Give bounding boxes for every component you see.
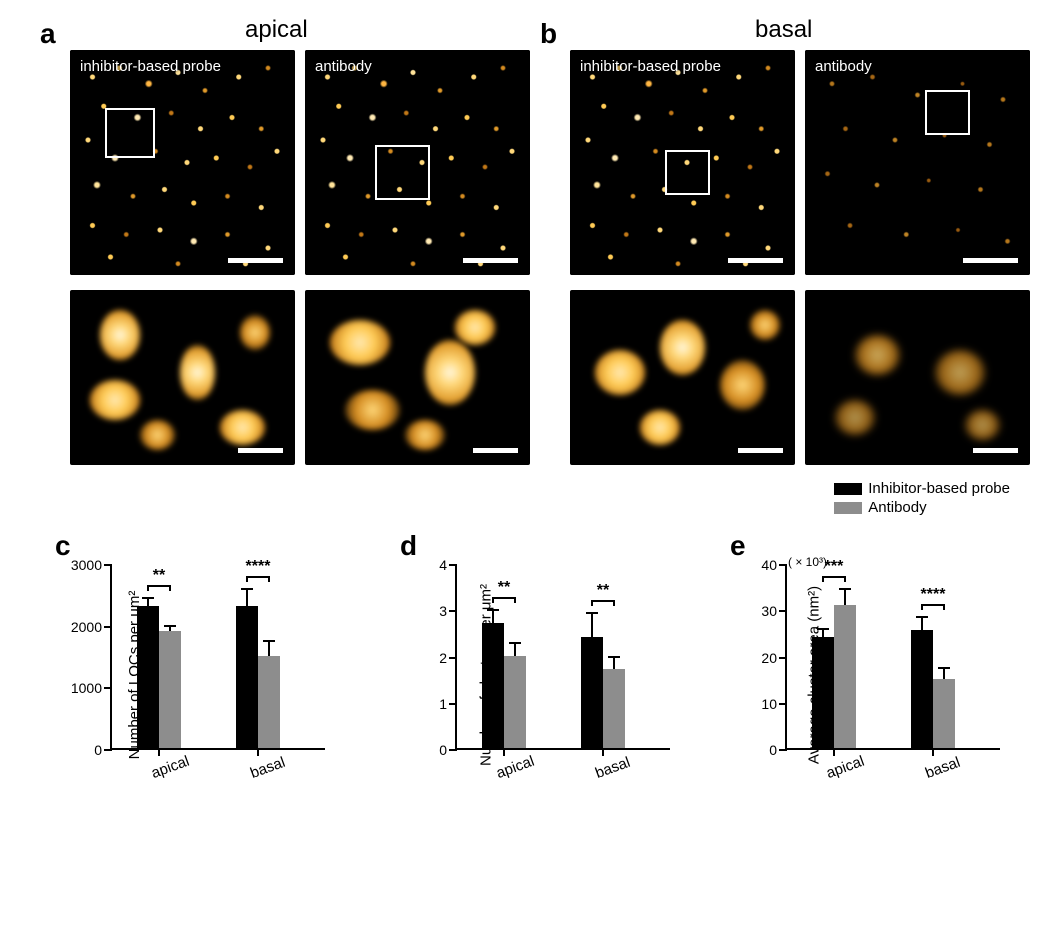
- bar: [834, 605, 856, 748]
- zoom-basal-antibody: [805, 290, 1030, 465]
- scalebar: [973, 448, 1018, 453]
- bar: [603, 669, 625, 748]
- significance-label: **: [498, 579, 510, 597]
- x-category-label: basal: [923, 754, 963, 782]
- legend-swatch-probe: [834, 483, 862, 495]
- ytick-label: 10: [761, 696, 787, 712]
- significance-label: ***: [825, 558, 844, 576]
- scalebar: [463, 258, 518, 263]
- bar: [258, 656, 280, 749]
- legend: Inhibitor-based probe Antibody: [834, 480, 1010, 518]
- micro-row-top: inhibitor-based probe antibody inhibitor…: [70, 50, 1030, 275]
- ytick-label: 40: [761, 557, 787, 573]
- scalebar: [738, 448, 783, 453]
- panel-label-a: a: [40, 18, 56, 50]
- micro-label: antibody: [315, 58, 372, 75]
- ytick-label: 0: [769, 742, 787, 758]
- roi-box: [105, 108, 155, 158]
- roi-box: [375, 145, 430, 200]
- micro-basal-antibody: antibody: [805, 50, 1030, 275]
- y-axis-label: Average cluster area (nm²): [806, 586, 823, 764]
- bar: [504, 656, 526, 749]
- micro-basal-probe: inhibitor-based probe: [570, 50, 795, 275]
- significance-label: ****: [921, 586, 946, 604]
- scalebar: [238, 448, 283, 453]
- zoom-apical-probe: [70, 290, 295, 465]
- ytick-label: 3000: [71, 557, 112, 573]
- micro-apical-probe: inhibitor-based probe: [70, 50, 295, 275]
- zoom-apical-antibody: [305, 290, 530, 465]
- x-category-label: apical: [824, 753, 867, 782]
- bar: [933, 679, 955, 748]
- chart-c: 0100020003000apicalbasal******Number of …: [55, 555, 335, 795]
- micro-label: inhibitor-based probe: [80, 58, 221, 75]
- ytick-label: 20: [761, 650, 787, 666]
- ytick-label: 1: [439, 696, 457, 712]
- ytick-label: 0: [439, 742, 457, 758]
- micro-label: antibody: [815, 58, 872, 75]
- legend-row-probe: Inhibitor-based probe: [834, 480, 1010, 497]
- significance-label: **: [597, 582, 609, 600]
- ytick-label: 0: [94, 742, 112, 758]
- scalebar: [963, 258, 1018, 263]
- figure-root: a b apical basal inhibitor-based probe a…: [0, 0, 1050, 941]
- section-title-basal: basal: [755, 16, 812, 44]
- chart-e: 010203040apicalbasal*******Average clust…: [730, 555, 1010, 795]
- legend-row-antibody: Antibody: [834, 499, 1010, 516]
- bar: [159, 631, 181, 748]
- roi-box: [665, 150, 710, 195]
- y-axis-label: Number of clusters per μm²: [478, 584, 495, 766]
- scalebar: [228, 258, 283, 263]
- significance-label: **: [153, 567, 165, 585]
- bar: [581, 637, 603, 748]
- bar: [236, 606, 258, 748]
- roi-box: [925, 90, 970, 135]
- x-category-label: basal: [593, 754, 633, 782]
- scalebar: [728, 258, 783, 263]
- ytick-label: 2000: [71, 619, 112, 635]
- micro-row-zoom: [70, 290, 1030, 465]
- x-category-label: apical: [149, 753, 192, 782]
- y-axis-label: Number of LOCs per μm²: [126, 591, 143, 760]
- bar: [911, 630, 933, 748]
- ytick-label: 30: [761, 603, 787, 619]
- legend-label-antibody: Antibody: [868, 499, 926, 516]
- legend-label-probe: Inhibitor-based probe: [868, 480, 1010, 497]
- micro-apical-antibody: antibody: [305, 50, 530, 275]
- ytick-label: 3: [439, 603, 457, 619]
- significance-label: ****: [246, 558, 271, 576]
- y-axis-suffix: ( × 10³): [788, 555, 827, 569]
- zoom-basal-probe: [570, 290, 795, 465]
- ytick-label: 4: [439, 557, 457, 573]
- panel-label-b: b: [540, 18, 557, 50]
- x-category-label: basal: [248, 754, 288, 782]
- chart-d: 01234apicalbasal****Number of clusters p…: [400, 555, 680, 795]
- ytick-label: 2: [439, 650, 457, 666]
- legend-swatch-antibody: [834, 502, 862, 514]
- ytick-label: 1000: [71, 680, 112, 696]
- micro-label: inhibitor-based probe: [580, 58, 721, 75]
- scalebar: [473, 448, 518, 453]
- x-category-label: apical: [494, 753, 537, 782]
- section-title-apical: apical: [245, 16, 308, 44]
